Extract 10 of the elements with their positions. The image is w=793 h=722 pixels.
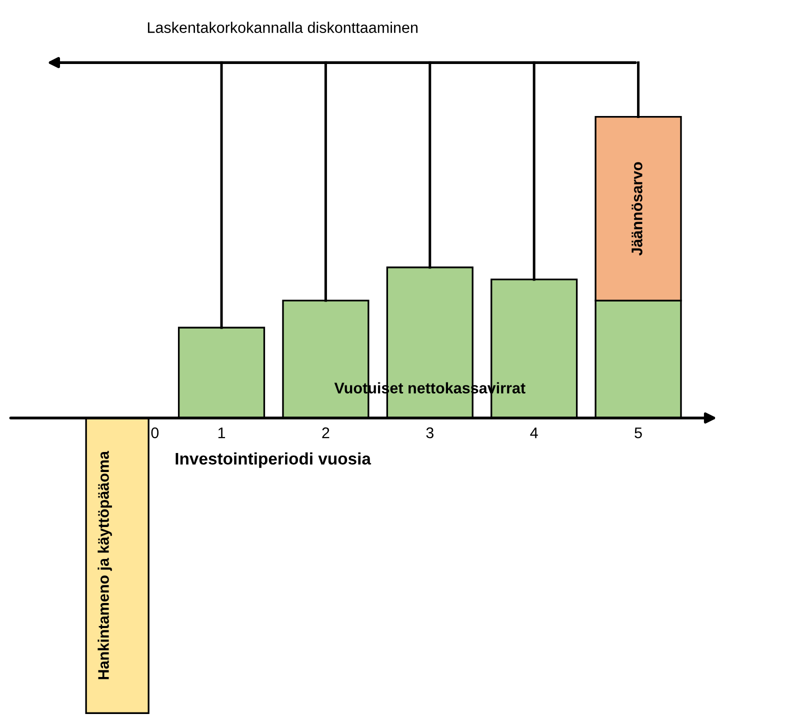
series-label: Hankintameno ja käyttöpääoma (98, 450, 112, 680)
x-tick-label: 5 (634, 428, 642, 438)
x-axis-title: Investointiperiodi vuosia (176, 452, 372, 468)
x-tick-label: 1 (218, 428, 226, 438)
x-tick-label: 2 (322, 427, 330, 438)
x-tick-label: 4 (530, 428, 538, 438)
chart-title: Laskentakorkokannalla diskonttaaminen (148, 22, 418, 33)
series-label: Jäännösarvo (632, 162, 642, 256)
x-tick-label: 3 (426, 427, 434, 438)
x-tick-label: 0 (151, 427, 159, 438)
